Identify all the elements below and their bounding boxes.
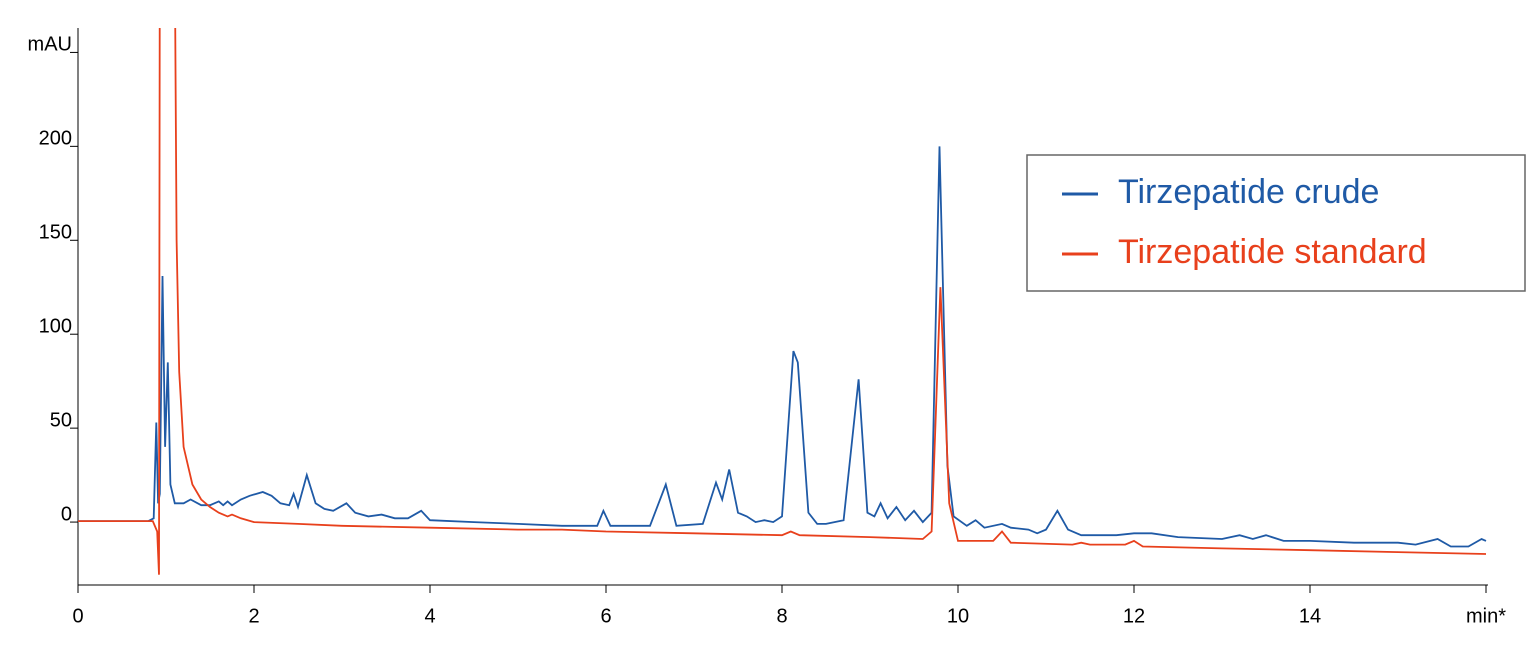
x-tick-label: 8 — [776, 605, 787, 627]
legend: Tirzepatide crude Tirzepatide standard — [1026, 154, 1526, 292]
y-tick-label: 100 — [39, 315, 72, 337]
x-tick-label: 14 — [1299, 605, 1321, 627]
series-line — [78, 146, 1487, 548]
x-tick-label: 10 — [947, 605, 969, 627]
series-line — [78, 28, 1487, 575]
x-tick-label: 12 — [1123, 605, 1145, 627]
y-tick-label: 50 — [50, 409, 72, 431]
x-tick-label: 2 — [248, 605, 259, 627]
x-tick-label: 4 — [424, 605, 435, 627]
x-tick-label: 6 — [600, 605, 611, 627]
x-tick-label: 0 — [72, 605, 83, 627]
legend-label: Tirzepatide standard — [1118, 233, 1427, 271]
y-tick-label: 0 — [61, 503, 72, 525]
legend-label: Tirzepatide crude — [1118, 173, 1379, 211]
y-tick-label: 200 — [39, 128, 72, 150]
y-tick-label: mAU — [28, 34, 72, 56]
y-tick-label: 150 — [39, 222, 72, 244]
legend-box — [1026, 154, 1526, 292]
x-tick-label: min* — [1466, 605, 1506, 627]
